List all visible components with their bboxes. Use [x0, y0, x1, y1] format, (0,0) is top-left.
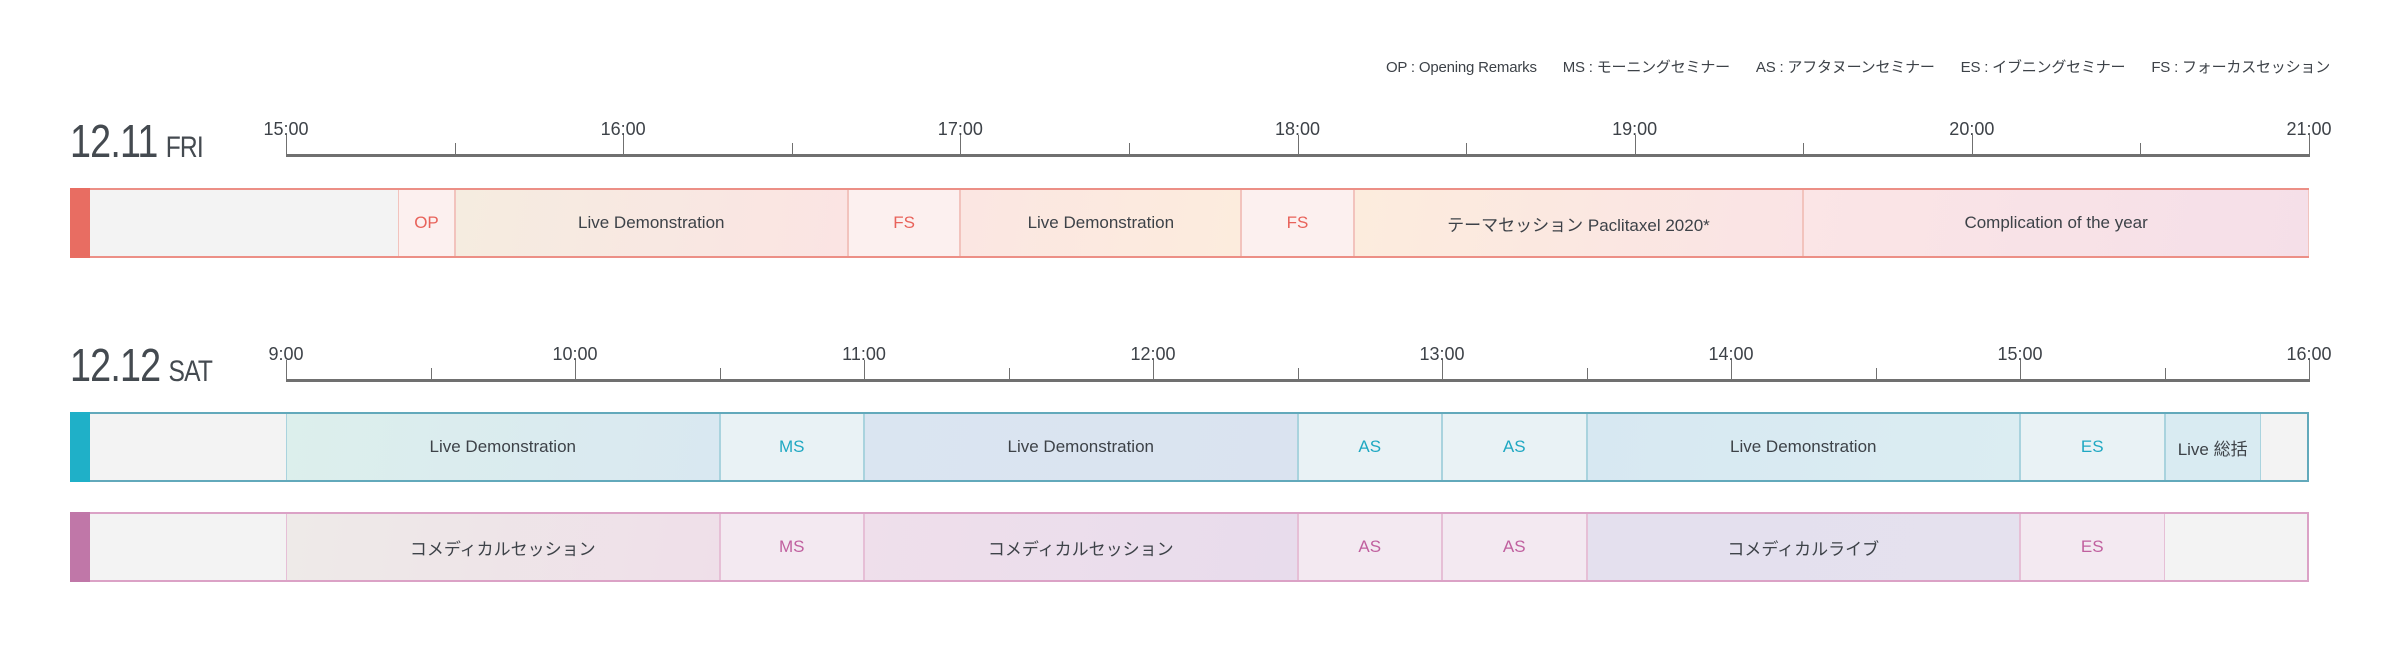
time-axis-sat: 9:00 10:00 11:00 12:00 13:00 14:00 15:00 16:00	[268, 344, 2332, 382]
axis-time-label: 11:00	[842, 344, 886, 364]
session-block[interactable]: AS	[1442, 414, 1587, 480]
session-block[interactable]: FS	[847, 190, 961, 256]
axis-major-tick	[1731, 360, 1732, 382]
session-block[interactable]: Live Demonstration	[864, 414, 1298, 480]
row-color-strip	[70, 512, 90, 582]
day-date: 12.11	[70, 115, 158, 167]
axis-minor-tick	[1008, 368, 1010, 382]
session-block[interactable]: コメディカルセッション	[286, 514, 720, 580]
axis-major-tick	[2020, 360, 2021, 382]
legend-es: ES : イブニングセミナー	[1960, 59, 2126, 76]
session-block[interactable]: Live 総括	[2164, 414, 2261, 480]
axis-time-label: 14:00	[1708, 344, 1754, 364]
axis-minor-tick	[2140, 143, 2142, 157]
axis-minor-tick	[1297, 368, 1299, 382]
session-block[interactable]: AS	[1297, 514, 1442, 580]
axis-time-label: 20:00	[1949, 119, 1995, 139]
axis-major-tick	[1442, 360, 1443, 382]
axis-major-tick	[1153, 360, 1154, 382]
day-weekday: SAT	[168, 355, 213, 388]
session-block[interactable]: OP	[398, 190, 455, 256]
legend-as: AS : アフタヌーンセミナー	[1755, 59, 1935, 76]
legend: OP : Opening Remarks MS : モーニングセミナー AS :…	[1364, 56, 2330, 77]
axis-major-tick	[960, 135, 962, 157]
session-block[interactable]: Live Demonstration	[960, 190, 1242, 256]
session-block[interactable]: Live Demonstration	[454, 190, 848, 256]
axis-major-tick	[286, 360, 287, 382]
row-color-strip	[70, 412, 90, 482]
axis-major-tick	[286, 135, 287, 157]
axis-time-label: 13:00	[1419, 344, 1465, 364]
axis-time-label: 12:00	[1130, 344, 1176, 364]
axis-major-tick	[2309, 360, 2310, 382]
axis-minor-tick	[719, 368, 721, 382]
day-weekday: FRI	[165, 131, 204, 164]
session-block[interactable]: FS	[1241, 190, 1354, 256]
axis-minor-tick	[1466, 143, 1468, 157]
legend-fs: FS : フォーカスセッション	[2151, 59, 2330, 76]
schedule-row-fri: OP Live Demonstration FS Live Demonstration…	[70, 188, 2309, 258]
axis-major-tick	[1297, 135, 1299, 157]
day-heading-fri: 12.11 FRI	[70, 114, 204, 168]
axis-time-label: 21:00	[2286, 119, 2332, 139]
session-block[interactable]: Live Demonstration	[1586, 414, 2020, 480]
session-block[interactable]: AS	[1442, 514, 1587, 580]
axis-minor-tick	[2164, 368, 2166, 382]
axis-minor-tick	[430, 368, 432, 382]
session-block[interactable]: ES	[2020, 514, 2165, 580]
session-block[interactable]: テーマセッション Paclitaxel 2020*	[1353, 190, 1804, 256]
axis-minor-tick	[1586, 368, 1588, 382]
axis-minor-tick	[1128, 143, 1130, 157]
row-color-strip	[70, 188, 90, 258]
axis-minor-tick	[1875, 368, 1877, 382]
session-block[interactable]: ES	[2020, 414, 2165, 480]
axis-time-label: 18:00	[1274, 119, 1321, 139]
schedule-row-sat-main: Live Demonstration MS Live Demonstration AS…	[70, 412, 2309, 482]
session-block[interactable]: MS	[719, 514, 864, 580]
session-block[interactable]: コメディカルセッション	[864, 514, 1298, 580]
axis-time-label: 19:00	[1612, 119, 1658, 139]
legend-op: OP : Opening Remarks	[1385, 59, 1537, 76]
axis-time-label: 15:00	[1997, 344, 2043, 364]
axis-major-tick	[2309, 135, 2310, 157]
session-block[interactable]: Complication of the year	[1803, 190, 2309, 256]
axis-major-tick	[623, 135, 625, 157]
axis-time-label: 15:00	[263, 119, 309, 139]
schedule-row-sat-comedical: コメディカルセッション MS コメディカルセッション AS AS コメディカルライブ ES	[70, 512, 2309, 582]
axis-time-label: 10:00	[552, 344, 598, 364]
axis-major-tick	[575, 360, 576, 382]
axis-major-tick	[1634, 135, 1636, 157]
axis-major-tick	[1971, 135, 1973, 157]
axis-time-label: 16:00	[2286, 344, 2332, 364]
session-block[interactable]: コメディカルライブ	[1586, 514, 2020, 580]
session-block[interactable]: Live Demonstration	[286, 414, 720, 480]
axis-major-tick	[864, 360, 865, 382]
session-block[interactable]: MS	[719, 414, 864, 480]
legend-ms: MS : モーニングセミナー	[1562, 59, 1730, 76]
axis-minor-tick	[454, 143, 456, 157]
session-block[interactable]: AS	[1297, 414, 1442, 480]
axis-time-label: 17:00	[937, 119, 983, 139]
time-axis-fri: 15:00 16:00 17:00 18:00 19:00 20:00 21:00	[263, 119, 2332, 157]
day-date: 12.12	[70, 339, 161, 391]
axis-minor-tick	[791, 143, 793, 157]
axis-time-label: 16:00	[600, 119, 646, 139]
day-heading-sat: 12.12 SAT	[70, 338, 213, 392]
axis-minor-tick	[1803, 143, 1805, 157]
axis-time-label: 9:00	[268, 344, 304, 364]
